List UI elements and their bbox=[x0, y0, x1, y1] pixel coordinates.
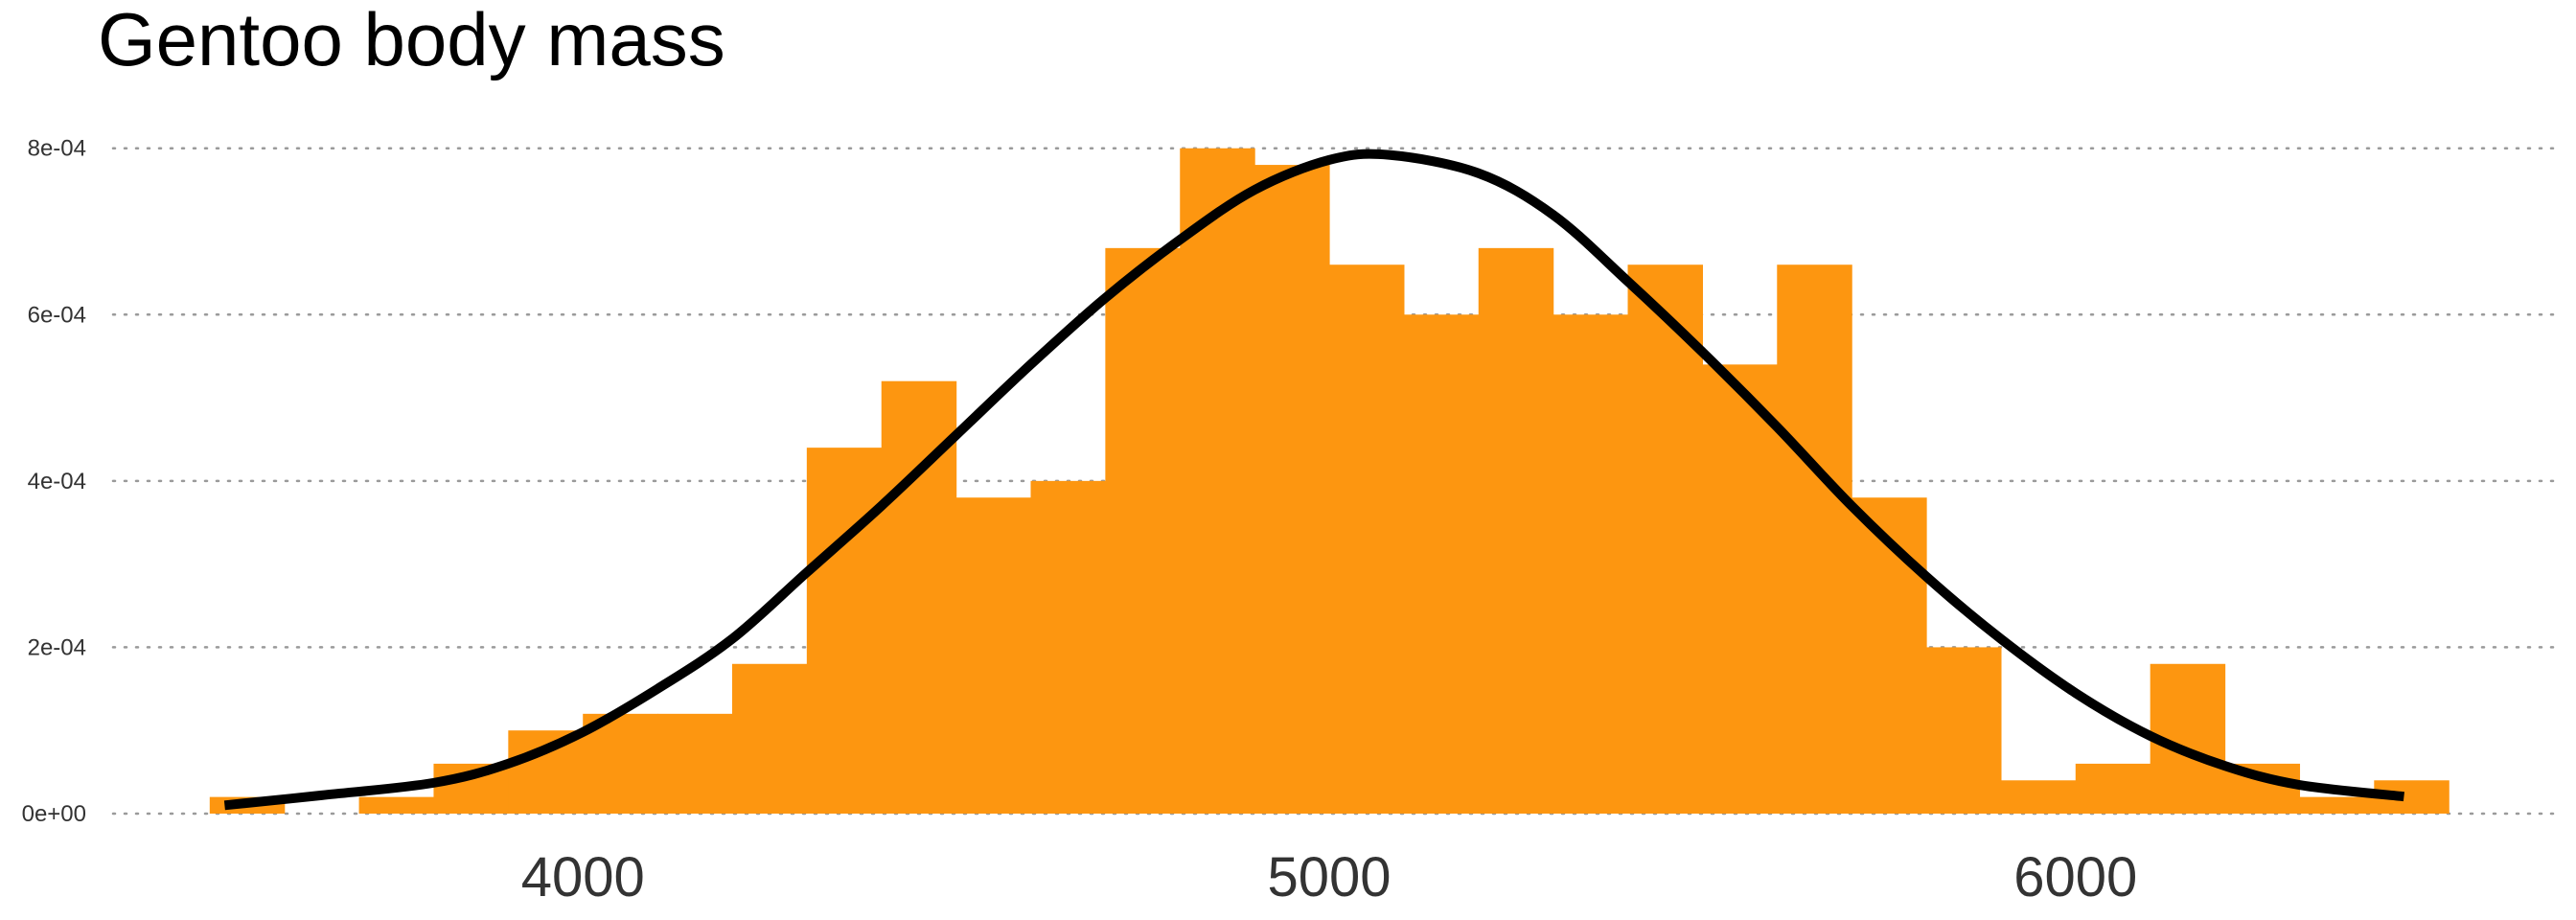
histogram-bar bbox=[881, 380, 957, 814]
histogram-bar bbox=[1254, 165, 1330, 814]
histogram-bar bbox=[1627, 264, 1703, 814]
histogram-bar bbox=[1403, 314, 1480, 814]
histogram-bar bbox=[806, 448, 883, 814]
density-curve bbox=[223, 149, 2405, 811]
y-tick-label: 6e-04 bbox=[28, 302, 86, 328]
y-tick-label: 4e-04 bbox=[28, 469, 86, 494]
histogram-bar bbox=[2075, 763, 2151, 814]
chart-title: Gentoo body mass bbox=[98, 0, 725, 81]
histogram-bar bbox=[1180, 148, 1255, 814]
y-tick-label: 2e-04 bbox=[28, 634, 86, 660]
histogram-bar bbox=[358, 796, 435, 814]
y-tick-label: 8e-04 bbox=[28, 136, 86, 162]
histogram-bar bbox=[955, 497, 1032, 814]
histogram-bar bbox=[2299, 796, 2375, 814]
x-tick-label: 6000 bbox=[2013, 846, 2137, 908]
histogram-bar bbox=[2000, 780, 2077, 814]
histogram-bar bbox=[1552, 314, 1629, 814]
histogram-bar bbox=[657, 713, 733, 814]
histogram-bar bbox=[1777, 264, 1852, 814]
histogram-bar bbox=[1030, 480, 1106, 814]
histogram-bar bbox=[731, 663, 808, 814]
histogram-bar bbox=[1702, 364, 1778, 814]
x-tick-label: 5000 bbox=[1267, 846, 1391, 908]
histogram-bar bbox=[1926, 647, 2002, 814]
histogram-bar bbox=[1105, 247, 1181, 814]
y-axis-ticks: 0e+00 2e-04 4e-04 6e-04 8e-04 bbox=[22, 136, 86, 827]
y-tick-label: 0e+00 bbox=[22, 801, 86, 827]
histogram-bar bbox=[1478, 247, 1554, 814]
histogram-bar bbox=[1329, 264, 1405, 814]
histogram-bars bbox=[209, 148, 2450, 814]
histogram-bar bbox=[508, 730, 584, 814]
density-curve-layer bbox=[223, 149, 2405, 811]
histogram-bar bbox=[1852, 497, 1927, 814]
x-tick-label: 4000 bbox=[521, 846, 645, 908]
x-axis-ticks: 4000 5000 6000 bbox=[521, 846, 2138, 908]
